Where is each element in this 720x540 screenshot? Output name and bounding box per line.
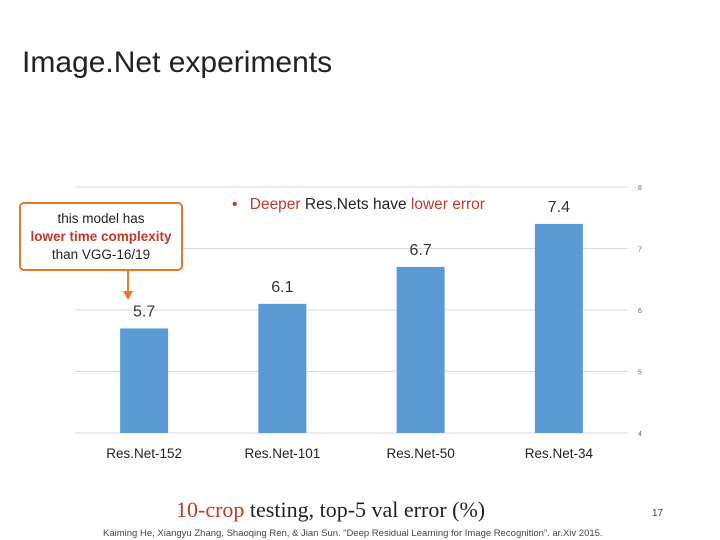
- bar-value-label: 5.7: [133, 303, 155, 320]
- callout-line2: lower time complexity: [30, 229, 172, 244]
- bar-value-label: 6.1: [271, 279, 293, 296]
- x-tick-label: Res.Net-50: [386, 446, 454, 461]
- y-tick-label: 5: [638, 370, 642, 377]
- bar: [396, 266, 445, 433]
- annotation-part1: Deeper: [250, 196, 305, 213]
- bar: [258, 303, 307, 433]
- annotation-part2: Res.Nets have: [305, 196, 411, 213]
- y-tick-label: 8: [638, 185, 642, 192]
- slide-title: Image.Net experiments: [22, 46, 333, 79]
- page-number: 17: [652, 508, 664, 519]
- caption-rest: testing, top-5 val error (%): [244, 497, 486, 522]
- bar-value-label: 7.4: [548, 199, 570, 216]
- chart-caption: 10-crop testing, top-5 val error (%): [176, 497, 485, 523]
- x-tick-label: Res.Net-152: [106, 446, 182, 461]
- callout-box: this model has lower time complexity tha…: [19, 202, 183, 271]
- y-tick-label: 4: [638, 431, 642, 438]
- callout-arrow: [123, 271, 133, 300]
- chart-annotation: • Deeper Res.Nets have lower error: [232, 196, 485, 213]
- y-tick-label: 7: [638, 247, 642, 254]
- x-tick-label: Res.Net-34: [525, 446, 594, 461]
- labels: 4 5 6 7 8 5.7 Res.Net-152 6.1 Res.Net-101 6.7 Res.…: [106, 185, 642, 461]
- annotation-part3: lower error: [411, 196, 485, 213]
- caption-highlight: 10-crop: [176, 497, 245, 522]
- callout-line3: than VGG-16/19: [51, 247, 151, 262]
- bars: [120, 223, 583, 433]
- x-tick-label: Res.Net-101: [244, 446, 320, 461]
- bar: [120, 328, 169, 433]
- callout-line1: this model has: [57, 211, 145, 226]
- annotation-bullet: •: [232, 196, 237, 213]
- y-tick-label: 6: [638, 308, 642, 315]
- citation: Kaiming He, Xiangyu Zhang, Shaoqing Ren,…: [103, 528, 603, 539]
- bar: [534, 223, 583, 433]
- bar-value-label: 6.7: [410, 242, 432, 259]
